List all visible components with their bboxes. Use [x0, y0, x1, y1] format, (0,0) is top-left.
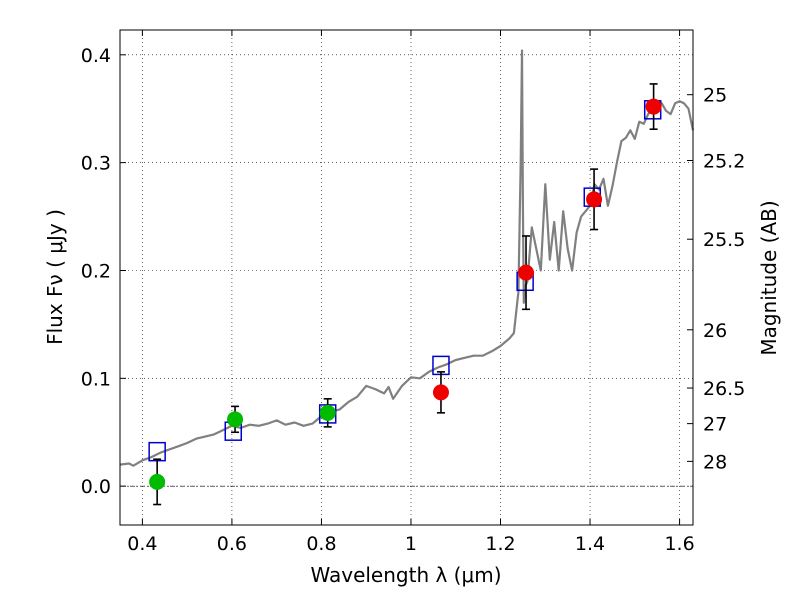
model-spectrum-line [119, 49, 695, 467]
y-tick-label-2: 0.2 [81, 260, 111, 282]
plot-frame [119, 29, 694, 526]
observed-point-red-1 [518, 264, 535, 281]
x-tick-label-4: 1.2 [485, 533, 515, 555]
x-tick-label-1: 0.6 [217, 533, 247, 555]
mag-tick-label-6: 28 [703, 451, 727, 473]
x-tick-label-0: 0.4 [127, 533, 157, 555]
x-tick-label-2: 0.8 [306, 533, 336, 555]
mag-tick-label-5: 27 [703, 414, 727, 436]
y-tick-label-3: 0.3 [81, 153, 111, 175]
y-axis-title: Flux Fν ( μJy ) [43, 209, 67, 345]
mag-tick-label-1: 25.2 [703, 150, 745, 172]
observed-point-red-0 [432, 384, 449, 401]
x-tick-label-5: 1.4 [575, 533, 605, 555]
x-tick-label-6: 1.6 [664, 533, 694, 555]
x-axis-title: Wavelength λ (μm) [310, 563, 501, 587]
mag-tick-label-0: 25 [703, 85, 727, 107]
y-tick-label-0: 0.0 [81, 476, 111, 498]
x-tick-label-3: 1 [405, 533, 417, 555]
mag-tick-label-2: 25.5 [703, 229, 745, 251]
right-axis-title: Magnitude (AB) [757, 200, 781, 355]
mag-tick-label-3: 26 [703, 320, 727, 342]
observed-point-red-2 [586, 191, 603, 208]
grid-layer [120, 30, 693, 525]
tick-layer: 0.4 0.6 0.8 1 1.2 1.4 1.6 0.0 0.1 0.2 0.3 0.4 25 25.2… [81, 30, 745, 555]
observed-point-green-1 [227, 411, 244, 428]
y-tick-label-4: 0.4 [81, 45, 111, 67]
data-layer [119, 49, 695, 506]
observed-point-green-2 [319, 404, 336, 421]
observed-point-red-3 [645, 98, 662, 115]
observed-point-green-0 [149, 473, 166, 490]
mag-tick-label-4: 26.5 [703, 378, 745, 400]
y-tick-label-1: 0.1 [81, 368, 111, 390]
